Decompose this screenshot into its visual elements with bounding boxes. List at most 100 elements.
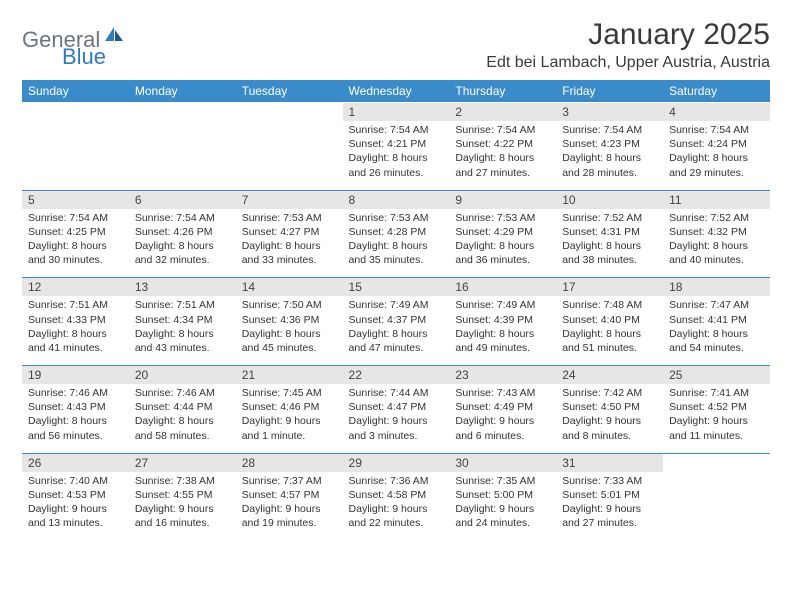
sunrise-line: Sunrise: 7:42 AM	[562, 386, 657, 400]
detail-row: Sunrise: 7:46 AMSunset: 4:43 PMDaylight:…	[22, 384, 770, 453]
daylight-line: Daylight: 8 hours and 51 minutes.	[562, 327, 657, 355]
sunset-line: Sunset: 4:47 PM	[349, 400, 444, 414]
day-detail-cell: Sunrise: 7:49 AMSunset: 4:39 PMDaylight:…	[449, 296, 556, 365]
sunset-line: Sunset: 4:50 PM	[562, 400, 657, 414]
header: General Blue January 2025 Edt bei Lambac…	[22, 18, 770, 78]
sunrise-line: Sunrise: 7:53 AM	[349, 211, 444, 225]
sunrise-line: Sunrise: 7:47 AM	[669, 298, 764, 312]
day-number-cell: 14	[236, 278, 343, 297]
day-number-cell: 7	[236, 190, 343, 209]
calendar-body: 1234Sunrise: 7:54 AMSunset: 4:21 PMDayli…	[22, 103, 770, 541]
sunrise-line: Sunrise: 7:54 AM	[669, 123, 764, 137]
calendar-table: Sunday Monday Tuesday Wednesday Thursday…	[22, 80, 770, 540]
day-detail-cell: Sunrise: 7:54 AMSunset: 4:23 PMDaylight:…	[556, 121, 663, 190]
daylight-line: Daylight: 9 hours and 1 minute.	[242, 414, 337, 442]
sunset-line: Sunset: 4:24 PM	[669, 137, 764, 151]
day-number-cell	[663, 453, 770, 472]
daylight-line: Daylight: 8 hours and 30 minutes.	[28, 239, 123, 267]
location-text: Edt bei Lambach, Upper Austria, Austria	[486, 54, 770, 72]
sunrise-line: Sunrise: 7:53 AM	[242, 211, 337, 225]
day-detail-cell: Sunrise: 7:52 AMSunset: 4:32 PMDaylight:…	[663, 209, 770, 278]
day-number-cell: 17	[556, 278, 663, 297]
day-number-cell: 16	[449, 278, 556, 297]
day-number-cell: 3	[556, 103, 663, 122]
day-detail-cell: Sunrise: 7:36 AMSunset: 4:58 PMDaylight:…	[343, 472, 450, 541]
day-number-cell: 28	[236, 453, 343, 472]
sunset-line: Sunset: 5:00 PM	[455, 488, 550, 502]
day-detail-cell: Sunrise: 7:35 AMSunset: 5:00 PMDaylight:…	[449, 472, 556, 541]
daylight-line: Daylight: 8 hours and 28 minutes.	[562, 151, 657, 179]
logo: General Blue	[22, 18, 124, 53]
day-detail-cell: Sunrise: 7:50 AMSunset: 4:36 PMDaylight:…	[236, 296, 343, 365]
daylight-line: Daylight: 9 hours and 19 minutes.	[242, 502, 337, 530]
day-detail-cell	[663, 472, 770, 541]
sunset-line: Sunset: 4:34 PM	[135, 313, 230, 327]
sunset-line: Sunset: 4:37 PM	[349, 313, 444, 327]
daynum-row: 1234	[22, 103, 770, 122]
sunrise-line: Sunrise: 7:53 AM	[455, 211, 550, 225]
daylight-line: Daylight: 9 hours and 22 minutes.	[349, 502, 444, 530]
weekday-header: Tuesday	[236, 80, 343, 103]
sunrise-line: Sunrise: 7:33 AM	[562, 474, 657, 488]
daylight-line: Daylight: 8 hours and 58 minutes.	[135, 414, 230, 442]
title-block: January 2025 Edt bei Lambach, Upper Aust…	[486, 18, 770, 78]
sunrise-line: Sunrise: 7:44 AM	[349, 386, 444, 400]
sunset-line: Sunset: 4:52 PM	[669, 400, 764, 414]
day-detail-cell: Sunrise: 7:44 AMSunset: 4:47 PMDaylight:…	[343, 384, 450, 453]
day-number-cell: 18	[663, 278, 770, 297]
daylight-line: Daylight: 8 hours and 56 minutes.	[28, 414, 123, 442]
sunset-line: Sunset: 4:39 PM	[455, 313, 550, 327]
detail-row: Sunrise: 7:54 AMSunset: 4:21 PMDaylight:…	[22, 121, 770, 190]
day-number-cell	[236, 103, 343, 122]
day-detail-cell: Sunrise: 7:51 AMSunset: 4:34 PMDaylight:…	[129, 296, 236, 365]
day-detail-cell: Sunrise: 7:41 AMSunset: 4:52 PMDaylight:…	[663, 384, 770, 453]
sunrise-line: Sunrise: 7:49 AM	[455, 298, 550, 312]
day-number-cell: 11	[663, 190, 770, 209]
sunset-line: Sunset: 4:55 PM	[135, 488, 230, 502]
sunrise-line: Sunrise: 7:49 AM	[349, 298, 444, 312]
day-number-cell	[22, 103, 129, 122]
daylight-line: Daylight: 9 hours and 6 minutes.	[455, 414, 550, 442]
daylight-line: Daylight: 8 hours and 35 minutes.	[349, 239, 444, 267]
day-number-cell: 8	[343, 190, 450, 209]
day-detail-cell: Sunrise: 7:54 AMSunset: 4:25 PMDaylight:…	[22, 209, 129, 278]
sunset-line: Sunset: 4:26 PM	[135, 225, 230, 239]
detail-row: Sunrise: 7:51 AMSunset: 4:33 PMDaylight:…	[22, 296, 770, 365]
day-detail-cell: Sunrise: 7:45 AMSunset: 4:46 PMDaylight:…	[236, 384, 343, 453]
sunrise-line: Sunrise: 7:54 AM	[135, 211, 230, 225]
logo-text-blue: Blue	[62, 44, 106, 70]
daylight-line: Daylight: 8 hours and 33 minutes.	[242, 239, 337, 267]
sunrise-line: Sunrise: 7:48 AM	[562, 298, 657, 312]
day-number-cell: 24	[556, 366, 663, 385]
day-detail-cell: Sunrise: 7:40 AMSunset: 4:53 PMDaylight:…	[22, 472, 129, 541]
day-number-cell: 12	[22, 278, 129, 297]
sunset-line: Sunset: 4:25 PM	[28, 225, 123, 239]
day-detail-cell: Sunrise: 7:33 AMSunset: 5:01 PMDaylight:…	[556, 472, 663, 541]
daylight-line: Daylight: 8 hours and 26 minutes.	[349, 151, 444, 179]
daylight-line: Daylight: 9 hours and 11 minutes.	[669, 414, 764, 442]
sunrise-line: Sunrise: 7:54 AM	[349, 123, 444, 137]
sunrise-line: Sunrise: 7:54 AM	[562, 123, 657, 137]
day-number-cell: 23	[449, 366, 556, 385]
daylight-line: Daylight: 8 hours and 43 minutes.	[135, 327, 230, 355]
daylight-line: Daylight: 8 hours and 47 minutes.	[349, 327, 444, 355]
sunset-line: Sunset: 4:22 PM	[455, 137, 550, 151]
sunrise-line: Sunrise: 7:54 AM	[28, 211, 123, 225]
daylight-line: Daylight: 9 hours and 16 minutes.	[135, 502, 230, 530]
sunset-line: Sunset: 4:44 PM	[135, 400, 230, 414]
day-detail-cell: Sunrise: 7:53 AMSunset: 4:29 PMDaylight:…	[449, 209, 556, 278]
day-number-cell: 25	[663, 366, 770, 385]
sunrise-line: Sunrise: 7:43 AM	[455, 386, 550, 400]
sunrise-line: Sunrise: 7:54 AM	[455, 123, 550, 137]
day-number-cell: 4	[663, 103, 770, 122]
day-detail-cell: Sunrise: 7:53 AMSunset: 4:28 PMDaylight:…	[343, 209, 450, 278]
sunset-line: Sunset: 4:57 PM	[242, 488, 337, 502]
day-detail-cell: Sunrise: 7:54 AMSunset: 4:24 PMDaylight:…	[663, 121, 770, 190]
detail-row: Sunrise: 7:40 AMSunset: 4:53 PMDaylight:…	[22, 472, 770, 541]
day-number-cell: 1	[343, 103, 450, 122]
sail-icon	[104, 26, 124, 47]
weekday-header: Thursday	[449, 80, 556, 103]
daylight-line: Daylight: 8 hours and 36 minutes.	[455, 239, 550, 267]
weekday-header: Sunday	[22, 80, 129, 103]
sunrise-line: Sunrise: 7:35 AM	[455, 474, 550, 488]
